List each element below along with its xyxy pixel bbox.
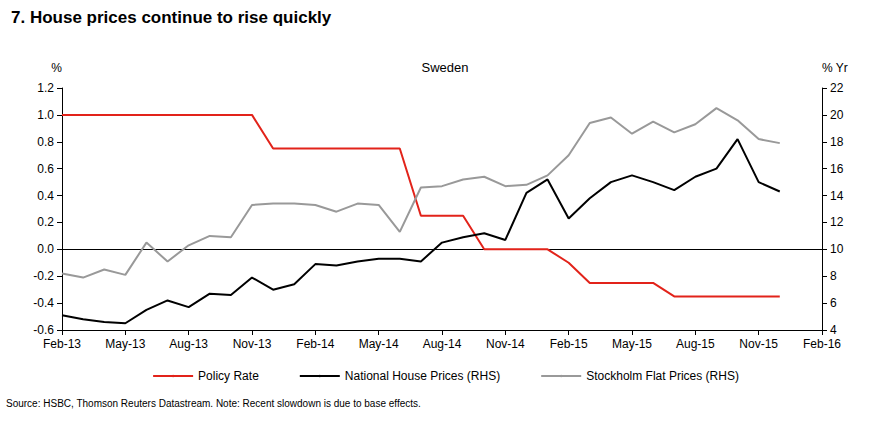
svg-text:-0.6: -0.6: [33, 323, 54, 337]
svg-text:10: 10: [830, 242, 844, 256]
svg-text:Nov-15: Nov-15: [739, 337, 778, 351]
svg-text:May-14: May-14: [359, 337, 399, 351]
svg-text:22: 22: [830, 81, 844, 95]
svg-text:0.0: 0.0: [37, 242, 54, 256]
svg-text:0.2: 0.2: [37, 215, 54, 229]
svg-text:Feb-15: Feb-15: [550, 337, 588, 351]
svg-text:1.2: 1.2: [37, 81, 54, 95]
svg-text:14: 14: [830, 189, 844, 203]
svg-text:16: 16: [830, 162, 844, 176]
svg-text:0.4: 0.4: [37, 189, 54, 203]
svg-text:Sweden: Sweden: [422, 60, 469, 75]
svg-text:4: 4: [830, 323, 837, 337]
svg-text:7. House prices continue to ri: 7. House prices continue to rise quickly: [11, 8, 332, 27]
svg-text:May-15: May-15: [612, 337, 652, 351]
svg-text:Feb-14: Feb-14: [296, 337, 334, 351]
svg-text:8: 8: [830, 269, 837, 283]
svg-text:-0.4: -0.4: [33, 296, 54, 310]
svg-text:0.8: 0.8: [37, 135, 54, 149]
svg-text:1.0: 1.0: [37, 108, 54, 122]
svg-text:Feb-13: Feb-13: [43, 337, 81, 351]
svg-text:May-13: May-13: [105, 337, 145, 351]
svg-text:National House Prices (RHS): National House Prices (RHS): [345, 369, 500, 383]
svg-text:12: 12: [830, 215, 844, 229]
svg-text:Policy Rate: Policy Rate: [198, 369, 259, 383]
svg-text:Feb-16: Feb-16: [803, 337, 841, 351]
svg-text:Aug-14: Aug-14: [423, 337, 462, 351]
svg-text:Nov-13: Nov-13: [233, 337, 272, 351]
svg-text:Stockholm Flat Prices (RHS): Stockholm Flat Prices (RHS): [586, 369, 739, 383]
svg-text:20: 20: [830, 108, 844, 122]
svg-text:18: 18: [830, 135, 844, 149]
svg-text:Source: HSBC, Thomson Reuters: Source: HSBC, Thomson Reuters Datastream…: [6, 398, 421, 409]
svg-text:0.6: 0.6: [37, 162, 54, 176]
svg-text:% Yr: % Yr: [822, 61, 848, 75]
svg-text:-0.2: -0.2: [33, 269, 54, 283]
svg-text:Aug-15: Aug-15: [676, 337, 715, 351]
svg-text:%: %: [51, 61, 62, 75]
svg-text:Aug-13: Aug-13: [169, 337, 208, 351]
svg-text:Nov-14: Nov-14: [486, 337, 525, 351]
svg-text:6: 6: [830, 296, 837, 310]
